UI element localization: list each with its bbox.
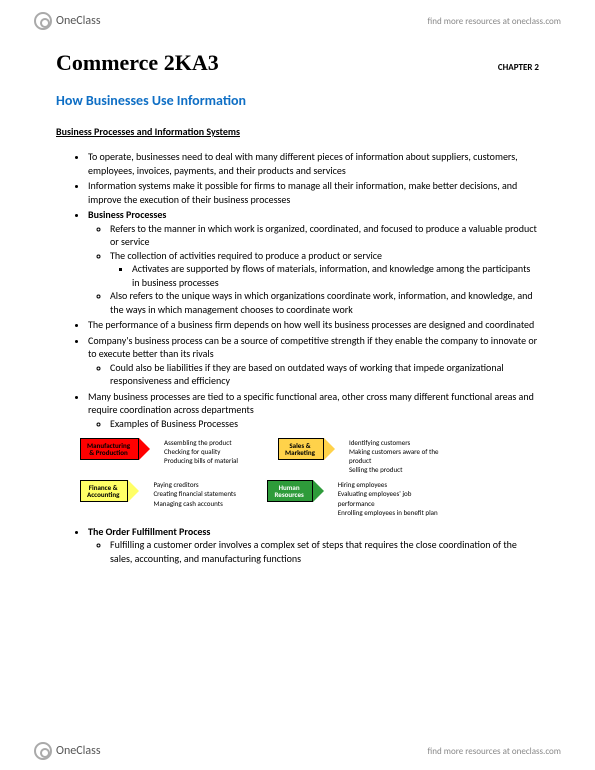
mfg-label: Manufacturing & Production — [80, 438, 139, 460]
title-row: Commerce 2KA3 CHAPTER 2 — [56, 50, 539, 76]
text: The collection of activities required to… — [110, 249, 382, 262]
list-item: Fulfilling a customer order involves a c… — [110, 538, 539, 565]
diagram-item: Producing bills of material — [164, 456, 264, 465]
arrow-icon — [139, 438, 150, 460]
list-item: Information systems make it possible for… — [88, 179, 539, 206]
diagram-row: Finance & Accounting Paying creditors Cr… — [76, 480, 539, 516]
arrow-icon — [128, 480, 139, 502]
diagram-row: Manufacturing & Production Assembling th… — [76, 438, 539, 474]
list-item: The Order Fulfillment Process Fulfilling… — [88, 525, 539, 566]
arrow-icon — [324, 438, 335, 460]
diagram-item: Creating financial statements — [153, 489, 253, 498]
mfg-items: Assembling the product Checking for qual… — [164, 438, 264, 465]
logo: OneClass — [34, 12, 101, 30]
fin-items: Paying creditors Creating financial stat… — [153, 480, 253, 507]
oneclass-icon — [34, 742, 52, 760]
mfg-box: Manufacturing & Production — [76, 438, 154, 460]
header-link[interactable]: find more resources at oneclass.com — [428, 16, 561, 27]
bullet-list: To operate, businesses need to deal with… — [56, 150, 539, 430]
bullet-list-2: The Order Fulfillment Process Fulfilling… — [56, 525, 539, 566]
logo-text: OneClass — [56, 14, 101, 28]
bold-label: The Order Fulfillment Process — [88, 525, 210, 538]
diagram-item: Selling the product — [349, 465, 459, 474]
fin-label: Finance & Accounting — [80, 480, 128, 502]
course-title: Commerce 2KA3 — [56, 50, 219, 76]
chapter-label: CHAPTER 2 — [498, 62, 539, 73]
diagram-item: Assembling the product — [164, 438, 264, 447]
section-title: How Businesses Use Information — [56, 92, 539, 109]
footer-link[interactable]: find more resources at oneclass.com — [428, 746, 561, 757]
list-item: Refers to the manner in which work is or… — [110, 222, 539, 249]
sales-box: Sales & Marketing — [274, 438, 339, 460]
bold-label: Business Processes — [88, 208, 166, 221]
diagram-item: Identifying customers — [349, 438, 459, 447]
list-item: The performance of a business firm depen… — [88, 318, 539, 332]
diagram-item: Evaluating employees' job performance — [338, 489, 448, 507]
list-item: Activates are supported by flows of mate… — [132, 262, 539, 289]
fin-box: Finance & Accounting — [76, 480, 143, 502]
diagram-item: Enrolling employees in benefit plan — [338, 508, 448, 517]
content: Commerce 2KA3 CHAPTER 2 How Businesses U… — [0, 50, 595, 565]
list-item: Could also be liabilities if they are ba… — [110, 361, 539, 388]
diagram-item: Paying creditors — [153, 480, 253, 489]
page-footer: OneClass find more resources at oneclass… — [0, 742, 595, 760]
text: Many business processes are tied to a sp… — [88, 390, 534, 417]
hr-items: Hiring employees Evaluating employees' j… — [338, 480, 448, 516]
diagram-item: Hiring employees — [338, 480, 448, 489]
arrow-icon — [313, 480, 324, 502]
sales-items: Identifying customers Making customers a… — [349, 438, 459, 474]
list-item: Also refers to the unique ways in which … — [110, 289, 539, 316]
text: Company's business process can be a sour… — [88, 334, 537, 361]
list-item: Business Processes Refers to the manner … — [88, 208, 539, 316]
diagram-item: Checking for quality — [164, 447, 264, 456]
sales-label: Sales & Marketing — [278, 438, 324, 460]
list-item: Company's business process can be a sour… — [88, 334, 539, 388]
diagram-item: Managing cash accounts — [153, 499, 253, 508]
list-item: The collection of activities required to… — [110, 249, 539, 290]
hr-box: Human Resources — [263, 480, 327, 502]
footer-logo-text: OneClass — [56, 744, 101, 758]
page-header: OneClass find more resources at oneclass… — [0, 0, 595, 36]
process-diagram: Manufacturing & Production Assembling th… — [76, 438, 539, 517]
oneclass-icon — [34, 12, 52, 30]
list-item: To operate, businesses need to deal with… — [88, 150, 539, 177]
subheading: Business Processes and Information Syste… — [56, 125, 539, 138]
diagram-item: Making customers aware of the product — [349, 447, 459, 465]
hr-label: Human Resources — [267, 480, 312, 502]
list-item: Examples of Business Processes — [110, 417, 539, 431]
footer-logo: OneClass — [34, 742, 101, 760]
list-item: Many business processes are tied to a sp… — [88, 390, 539, 431]
